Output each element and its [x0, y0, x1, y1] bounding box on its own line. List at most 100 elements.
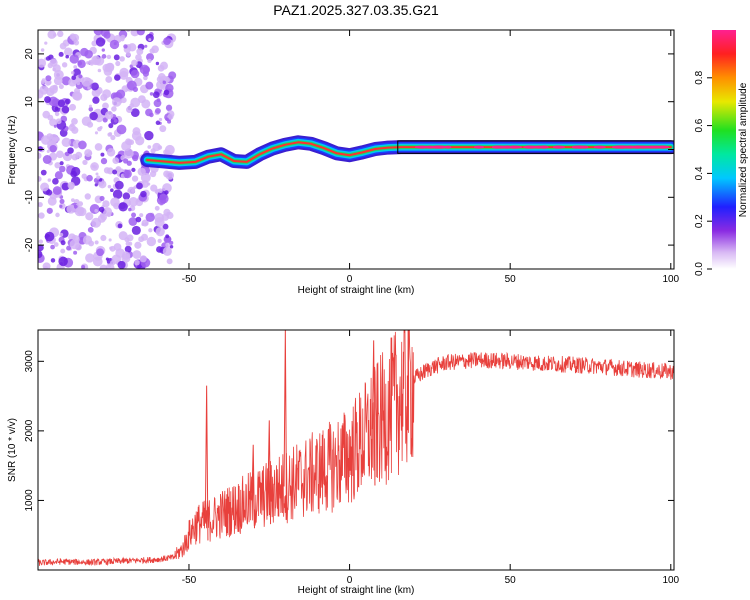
- spectrogram-x-label: Height of straight line (km): [298, 285, 415, 296]
- ridge-hotspot: [539, 145, 549, 149]
- noise-blob: [157, 238, 162, 244]
- noise-blob: [61, 137, 72, 148]
- noise-blob: [101, 48, 105, 52]
- noise-blob: [111, 97, 122, 107]
- noise-blob: [122, 192, 131, 200]
- noise-blob: [54, 106, 59, 111]
- noise-blob: [113, 42, 117, 46]
- noise-blob: [87, 226, 94, 233]
- noise-blob: [137, 167, 146, 176]
- noise-blob: [106, 54, 112, 60]
- x-tick-label: 0: [347, 575, 353, 586]
- noise-blob: [45, 56, 51, 61]
- noise-blob: [84, 193, 91, 200]
- ridge-hotspot: [414, 145, 429, 149]
- noise-blob: [46, 149, 50, 153]
- noise-blob: [69, 33, 76, 40]
- noise-blob: [112, 189, 123, 199]
- noise-blob: [38, 89, 44, 99]
- noise-blob: [112, 157, 120, 164]
- noise-blob: [125, 241, 131, 247]
- noise-blob: [57, 99, 66, 108]
- noise-blob: [165, 104, 173, 112]
- noise-blob: [96, 175, 101, 180]
- noise-blob: [42, 262, 51, 269]
- noise-blob: [89, 204, 100, 215]
- ridge-hotspot: [473, 145, 485, 149]
- noise-blob: [130, 69, 140, 79]
- noise-blob: [93, 30, 103, 36]
- noise-blob: [44, 231, 55, 242]
- noise-blob: [163, 37, 171, 45]
- noise-blob: [131, 175, 139, 182]
- noise-blob: [86, 174, 93, 182]
- spectrogram-image: [38, 30, 674, 269]
- noise-blob: [84, 49, 93, 59]
- noise-blob: [94, 183, 98, 187]
- noise-blob: [141, 222, 145, 227]
- noise-blob: [167, 113, 174, 120]
- noise-blob: [40, 182, 50, 192]
- noise-blob: [135, 136, 145, 146]
- noise-blob: [143, 75, 148, 81]
- noise-blob: [58, 51, 64, 57]
- noise-blob: [52, 84, 58, 91]
- ridge-hotspot: [593, 145, 606, 149]
- snr-x-label: Height of straight line (km): [298, 585, 415, 596]
- noise-blob: [85, 253, 95, 263]
- noise-blob: [86, 121, 94, 128]
- noise-blob: [44, 96, 51, 103]
- noise-blob: [75, 151, 83, 159]
- noise-blob: [40, 48, 45, 52]
- noise-blob: [49, 144, 57, 153]
- noise-blob: [115, 167, 119, 171]
- noise-blob: [77, 140, 87, 150]
- noise-blob: [104, 111, 114, 120]
- noise-blob: [73, 143, 79, 149]
- noise-blob: [94, 143, 103, 151]
- noise-blob: [78, 74, 83, 79]
- noise-blob: [54, 162, 61, 169]
- noise-blob: [167, 119, 172, 124]
- noise-blob: [91, 217, 102, 228]
- noise-blob: [128, 217, 138, 226]
- snr-y-label: SNR (10 * v/v): [7, 418, 18, 482]
- noise-blob: [115, 60, 121, 67]
- noise-blob: [65, 54, 70, 59]
- ridge-hotspot: [501, 145, 512, 149]
- noise-blob: [60, 240, 66, 246]
- noise-blob: [140, 190, 147, 198]
- noise-blob: [61, 182, 70, 191]
- noise-blob: [56, 150, 64, 159]
- noise-blob: [38, 239, 44, 244]
- noise-blob: [38, 58, 47, 68]
- noise-blob: [163, 208, 171, 217]
- noise-blob: [110, 134, 116, 141]
- noise-blob: [121, 251, 131, 260]
- noise-blob: [91, 55, 101, 66]
- spectrogram-ticks: -50 0 50 100 -20 -10 0 10 20: [24, 30, 680, 285]
- noise-blob: [131, 225, 141, 235]
- noise-blob: [119, 70, 129, 80]
- noise-blob: [55, 212, 60, 218]
- noise-blob: [126, 80, 137, 91]
- noise-blob: [165, 242, 171, 248]
- x-tick-label: -50: [182, 575, 197, 586]
- y-tick-label: 1000: [24, 489, 35, 512]
- noise-blob: [53, 242, 59, 247]
- noise-blob: [73, 65, 78, 69]
- noise-blob: [47, 30, 57, 39]
- noise-blob: [124, 245, 132, 253]
- noise-blob: [112, 169, 118, 175]
- noise-blob: [130, 97, 141, 108]
- noise-blob: [49, 118, 57, 127]
- colorbar-tick-label: 0.4: [694, 166, 705, 180]
- spectrogram-panel: -50 0 50 100 -20 -10 0 10 20 Height of straight …: [7, 29, 680, 296]
- noise-blob: [38, 146, 43, 152]
- noise-blob: [126, 51, 131, 57]
- noise-blob: [92, 96, 100, 104]
- noise-blob: [54, 171, 63, 180]
- snr-ticks: -50 0 50 100 1000 2000 3000: [24, 330, 680, 586]
- figure-title: PAZ1.2025.327.03.35.G21: [273, 2, 439, 18]
- noise-blob: [53, 124, 57, 128]
